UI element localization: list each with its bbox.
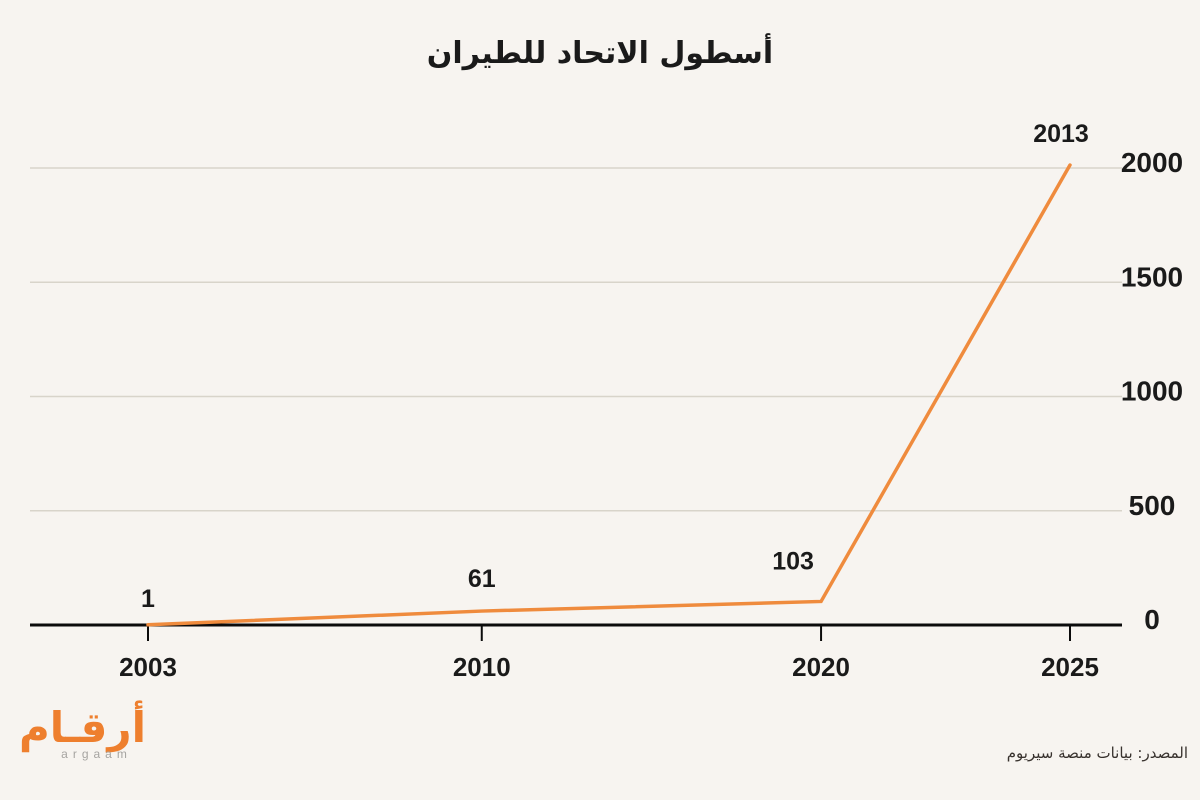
y-axis-label-0: 0 bbox=[1144, 604, 1160, 635]
x-axis-label-2025: 2025 bbox=[1041, 652, 1099, 682]
chart-title: أسطول الاتحاد للطيران bbox=[426, 36, 774, 71]
y-axis-label-2000: 2000 bbox=[1121, 147, 1183, 178]
x-axis-label-2010: 2010 bbox=[453, 652, 511, 682]
data-label-2013: 2013 bbox=[1033, 120, 1089, 148]
argaam-logo-arabic-text: أرقـام bbox=[19, 703, 146, 752]
fleet-data-line bbox=[146, 163, 1072, 627]
argaam-logo-latin-text: argaam bbox=[61, 747, 132, 762]
data-label-1: 1 bbox=[141, 585, 155, 613]
source-note: المصدر: بيانات منصة سيريوم bbox=[1006, 744, 1188, 762]
y-axis-label-500: 500 bbox=[1129, 490, 1176, 521]
data-label-103: 103 bbox=[772, 547, 814, 575]
argaam-logo: أرقـام argaam bbox=[19, 703, 146, 762]
y-axis-label-1500: 1500 bbox=[1121, 261, 1183, 292]
data-label-61: 61 bbox=[468, 565, 496, 593]
x-axis-label-2020: 2020 bbox=[792, 652, 850, 682]
x-axis-label-2003: 2003 bbox=[119, 652, 177, 682]
y-axis-label-1000: 1000 bbox=[1121, 376, 1183, 407]
